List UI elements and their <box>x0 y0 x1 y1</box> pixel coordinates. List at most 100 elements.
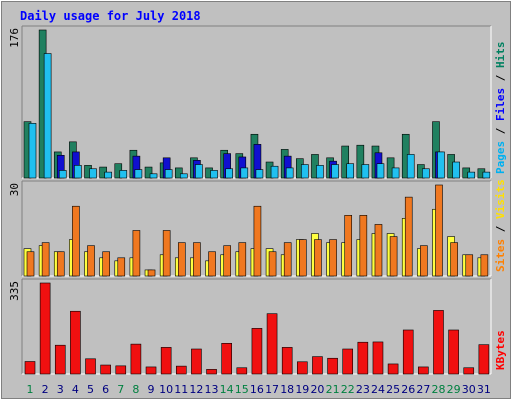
bar-pages <box>316 165 324 179</box>
day-bars <box>236 367 248 375</box>
day-bars <box>387 363 399 375</box>
day-bars <box>23 121 37 179</box>
bar-sites <box>238 242 247 277</box>
bar-kbytes <box>236 367 248 375</box>
bar-hits <box>356 144 365 179</box>
day-bars <box>99 166 112 179</box>
side-legend-separator: / <box>494 219 507 239</box>
bar-pages <box>74 165 82 179</box>
x-tick-label: 27 <box>416 383 430 396</box>
y-max-label: 176 <box>8 28 21 48</box>
bar-kbytes <box>39 282 51 375</box>
day-bars <box>53 151 67 179</box>
day-bars <box>159 230 171 277</box>
bar-sites <box>283 242 292 277</box>
day-bars <box>296 239 307 277</box>
day-bars <box>206 369 217 375</box>
day-bars <box>432 121 445 179</box>
day-bars <box>312 356 323 375</box>
day-bars <box>115 365 127 375</box>
bar-kbytes <box>100 364 111 375</box>
x-tick-label: 15 <box>235 383 249 396</box>
bar-pages <box>406 154 415 179</box>
bar-pages <box>43 53 52 179</box>
x-tick-label: 25 <box>386 383 400 396</box>
day-bars <box>205 167 218 179</box>
bar-kbytes <box>402 329 414 375</box>
bar-sites <box>344 215 353 277</box>
bar-pages <box>391 167 400 179</box>
day-bars <box>342 348 354 375</box>
day-bars <box>221 343 232 375</box>
bar-sites <box>147 269 156 277</box>
bar-sites <box>177 242 186 277</box>
bar-kbytes <box>281 347 293 375</box>
day-bars <box>418 366 429 375</box>
day-bars <box>448 329 459 375</box>
side-legend-kbytes: KBytes <box>494 330 507 370</box>
bar-kbytes <box>357 341 369 375</box>
panel-kbytes: 335 KBytes <box>8 278 507 375</box>
day-bars <box>251 328 263 375</box>
day-bars <box>190 157 203 179</box>
day-bars <box>144 269 156 277</box>
bar-kbytes <box>448 329 459 375</box>
bar-pages <box>225 168 233 179</box>
day-bars <box>266 313 278 375</box>
day-bars <box>356 144 370 179</box>
bar-pages <box>437 151 445 179</box>
day-bars <box>145 366 157 375</box>
day-bars <box>84 165 97 179</box>
day-bars <box>38 242 50 277</box>
bar-pages <box>164 169 173 179</box>
bar-kbytes <box>418 366 429 375</box>
day-bars <box>386 157 400 179</box>
bar-sites <box>253 205 262 277</box>
side-legend-files: Files <box>494 88 507 121</box>
bar-pages <box>346 163 355 179</box>
day-bars <box>297 361 308 375</box>
x-tick-label: 16 <box>250 383 264 396</box>
side-legend-visits: Visits <box>494 179 507 219</box>
x-tick-label: 3 <box>57 383 64 396</box>
day-bars <box>129 230 141 277</box>
day-bars <box>462 254 474 277</box>
bar-sites <box>435 184 443 277</box>
day-bars <box>371 145 385 179</box>
x-tick-label: 8 <box>132 383 139 396</box>
bar-sites <box>268 251 277 277</box>
bar-hits <box>341 145 350 179</box>
y-max-label: 30 <box>8 183 21 196</box>
bar-kbytes <box>327 357 338 375</box>
bar-sites <box>102 251 110 277</box>
bar-kbytes <box>145 366 157 375</box>
bar-pages <box>452 161 460 179</box>
bar-sites <box>193 242 201 277</box>
bar-sites <box>314 239 322 277</box>
day-bars <box>235 153 249 179</box>
x-tick-label: 5 <box>87 383 94 396</box>
day-bars <box>220 149 233 179</box>
day-bars <box>327 357 338 375</box>
bar-pages <box>301 164 309 179</box>
bar-sites <box>208 251 216 277</box>
bar-sites <box>162 230 171 277</box>
day-bars <box>372 341 384 375</box>
day-bars <box>114 163 128 179</box>
bar-pages <box>195 164 203 179</box>
bar-sites <box>223 245 231 277</box>
bar-sites <box>450 242 458 277</box>
bar-kbytes <box>115 365 127 375</box>
bar-sites <box>117 257 126 277</box>
day-bars <box>160 347 172 375</box>
day-bars <box>69 141 82 179</box>
x-tick-label: 30 <box>462 383 476 396</box>
day-bars <box>447 236 458 277</box>
side-legend: Sites / Visits <box>494 179 507 272</box>
day-bars <box>463 367 475 375</box>
bar-pages <box>119 170 128 179</box>
day-bars <box>326 239 337 277</box>
bar-pages <box>376 163 385 179</box>
day-bars <box>190 242 201 277</box>
side-legend-hits: Hits <box>494 42 507 69</box>
